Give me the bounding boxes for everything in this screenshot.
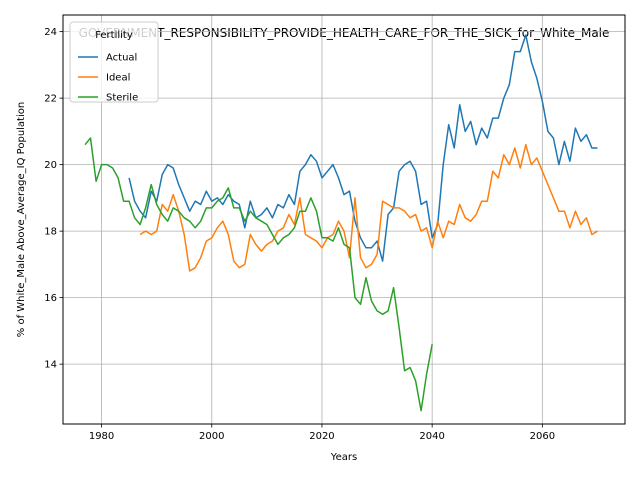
legend-items: Actual Ideal Sterile [78,53,138,104]
legend-label-sterile: Sterile [106,93,138,104]
y-tick-label: 24 [44,27,57,38]
x-tick-label: 2000 [199,431,224,442]
plot-frame [62,14,626,425]
series-line-actual [128,34,598,262]
grid-lines [63,15,625,424]
legend: Fertility Actual Ideal Sterile [69,21,159,104]
x-tick-label: 1980 [89,431,114,442]
series-lines [84,34,598,412]
legend-box [69,21,159,103]
y-tick-label: 14 [44,360,57,371]
y-axis-label: % of White_Male Above_Average_IQ Populat… [16,102,27,337]
y-tick-label: 18 [44,227,57,238]
x-tick-label: 2020 [309,431,334,442]
axis-ticks: 1980 2000 2020 2040 2060 14 16 18 20 22 24 [44,27,555,442]
x-axis-label: Years [330,452,357,463]
y-tick-label: 22 [44,94,57,105]
y-tick-label: 16 [44,293,57,304]
legend-title: Fertility [95,30,133,41]
chart-title: GOVERNMENT_RESPONSIBILITY_PROVIDE_HEALTH… [79,26,610,40]
series-line-ideal [139,143,598,272]
y-tick-label: 20 [44,160,57,171]
x-tick-label: 2060 [530,431,555,442]
legend-label-ideal: Ideal [106,73,130,84]
legend-label-actual: Actual [106,53,137,64]
series-line-sterile [84,137,433,412]
x-tick-label: 2040 [419,431,444,442]
